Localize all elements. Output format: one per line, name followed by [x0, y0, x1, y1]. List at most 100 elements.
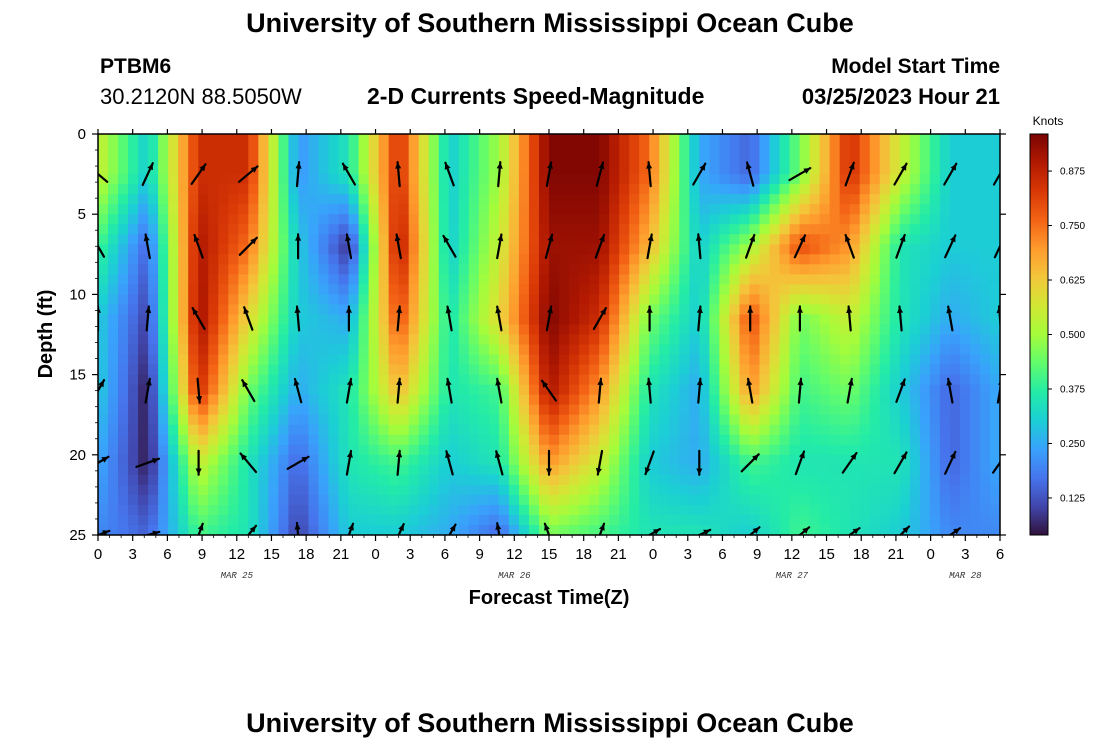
y-tick-label: 0: [78, 126, 86, 143]
heatmap-cell: [148, 374, 159, 386]
heatmap-cell: [218, 424, 229, 436]
x-tick-label: 21: [888, 546, 905, 563]
heatmap-cell: [649, 204, 660, 215]
heatmap-cell: [669, 344, 680, 356]
heatmap-cell: [609, 294, 620, 306]
heatmap-cell: [178, 154, 189, 165]
heatmap-cell: [979, 384, 991, 396]
current-arrow: [494, 450, 504, 476]
heatmap-cell: [498, 304, 510, 316]
heatmap-cell: [118, 174, 129, 185]
heatmap-cell: [518, 374, 530, 386]
heatmap-cell: [338, 334, 350, 346]
heatmap-cell: [909, 474, 921, 486]
heatmap-cell: [278, 404, 290, 416]
heatmap-cell: [629, 394, 640, 406]
heatmap-cell: [168, 144, 179, 155]
heatmap-cell: [348, 494, 360, 506]
heatmap-cell: [418, 494, 430, 506]
heatmap-cell: [288, 234, 300, 245]
heatmap-cell: [649, 164, 660, 175]
heatmap-cell: [498, 294, 510, 306]
heatmap-cell: [128, 344, 139, 356]
heatmap-cell: [158, 254, 169, 265]
heatmap-cell: [508, 294, 520, 306]
heatmap-cell: [709, 424, 720, 436]
heatmap-cell: [208, 234, 219, 245]
heatmap-cell: [368, 374, 380, 386]
heatmap-cell: [528, 364, 540, 376]
heatmap-cell: [659, 464, 670, 476]
heatmap-cell: [358, 304, 370, 316]
heatmap-cell: [769, 374, 781, 386]
heatmap-cell: [659, 484, 670, 496]
heatmap-cell: [138, 514, 149, 526]
x-tick-label: 18: [575, 546, 592, 563]
heatmap-cell: [859, 224, 871, 235]
heatmap-cell: [559, 174, 570, 185]
heatmap-cell: [659, 474, 670, 486]
heatmap-cell: [639, 294, 650, 306]
heatmap-cell: [909, 164, 921, 175]
heatmap-cell: [739, 294, 751, 306]
heatmap-cell: [508, 494, 520, 506]
heatmap-cell: [298, 304, 310, 316]
current-arrow: [293, 377, 303, 404]
heatmap-cell: [609, 324, 620, 336]
x-tick-label: 3: [406, 546, 414, 563]
heatmap-cell: [418, 444, 430, 456]
heatmap-cell: [228, 474, 239, 486]
heatmap-cell: [769, 204, 781, 215]
heatmap-cell: [859, 374, 871, 386]
heatmap-cell: [669, 254, 680, 265]
heatmap-cell: [438, 204, 450, 215]
heatmap-cell: [328, 344, 340, 356]
heatmap-cell: [278, 274, 290, 285]
heatmap-cell: [498, 454, 510, 466]
heatmap-cell: [468, 274, 480, 285]
heatmap-cell: [879, 334, 891, 346]
heatmap-cell: [809, 304, 821, 316]
heatmap-cell: [148, 214, 159, 225]
heatmap-cell: [538, 504, 550, 516]
heatmap-cell: [158, 464, 169, 476]
heatmap-cell: [208, 394, 219, 406]
heatmap-cell: [859, 524, 871, 535]
heatmap-cell: [388, 154, 400, 165]
heatmap-cell: [448, 394, 460, 406]
heatmap-cell: [649, 144, 660, 155]
heatmap-cell: [759, 204, 771, 215]
heatmap-cell: [589, 434, 600, 446]
heatmap-cell: [198, 204, 209, 215]
heatmap-cell: [288, 314, 300, 326]
heatmap-cell: [228, 134, 239, 145]
heatmap-cell: [158, 434, 169, 446]
heatmap-cell: [849, 384, 861, 396]
heatmap-cell: [709, 504, 720, 516]
heatmap-cell: [128, 364, 139, 376]
heatmap-cell: [318, 134, 330, 145]
heatmap-cell: [799, 224, 811, 235]
heatmap-cell: [518, 194, 530, 205]
heatmap-cell: [268, 214, 279, 225]
heatmap-cell: [919, 194, 931, 205]
heatmap-cell: [338, 454, 350, 466]
heatmap-cell: [158, 234, 169, 245]
heatmap-cell: [809, 474, 821, 486]
heatmap-cell: [408, 144, 420, 155]
heatmap-cell: [669, 524, 680, 535]
heatmap-cell: [879, 444, 891, 456]
heatmap-cell: [869, 174, 881, 185]
heatmap-cell: [298, 354, 310, 366]
heatmap-cell: [719, 264, 730, 275]
heatmap-cell: [388, 224, 400, 235]
heatmap-cell: [398, 144, 410, 155]
heatmap-cell: [619, 244, 630, 255]
heatmap-cell: [228, 504, 239, 516]
heatmap-cell: [719, 464, 730, 476]
heatmap-cell: [889, 374, 901, 386]
heatmap-cell: [969, 294, 981, 306]
heatmap-cell: [899, 354, 911, 366]
heatmap-cell: [769, 304, 781, 316]
heatmap-cell: [779, 494, 791, 506]
